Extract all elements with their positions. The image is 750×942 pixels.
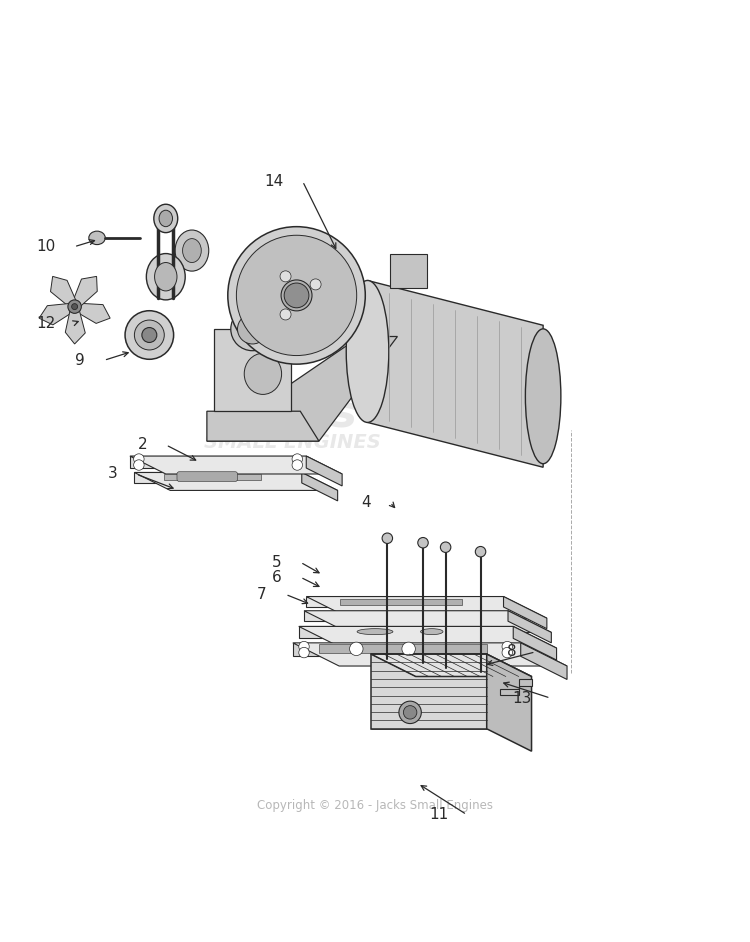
- Polygon shape: [340, 599, 463, 605]
- Polygon shape: [487, 654, 532, 751]
- Polygon shape: [292, 642, 567, 666]
- Circle shape: [72, 303, 77, 310]
- Polygon shape: [390, 254, 427, 287]
- Circle shape: [280, 271, 291, 282]
- Polygon shape: [513, 626, 556, 660]
- Circle shape: [476, 546, 486, 557]
- Ellipse shape: [346, 281, 388, 422]
- Text: ©: ©: [296, 420, 316, 439]
- Ellipse shape: [244, 353, 281, 395]
- Polygon shape: [130, 456, 306, 468]
- Polygon shape: [298, 626, 513, 639]
- Ellipse shape: [526, 329, 561, 463]
- Text: SMALL ENGINES: SMALL ENGINES: [205, 433, 381, 452]
- Polygon shape: [508, 610, 551, 642]
- Circle shape: [280, 309, 291, 320]
- Ellipse shape: [146, 253, 185, 300]
- Ellipse shape: [281, 280, 312, 311]
- Polygon shape: [304, 610, 551, 632]
- Polygon shape: [164, 474, 261, 480]
- Polygon shape: [371, 654, 532, 676]
- Ellipse shape: [88, 231, 105, 245]
- Circle shape: [134, 454, 144, 464]
- Polygon shape: [368, 281, 543, 467]
- Circle shape: [502, 642, 512, 652]
- Polygon shape: [319, 644, 487, 654]
- Polygon shape: [39, 303, 76, 325]
- Circle shape: [350, 642, 363, 656]
- Circle shape: [402, 642, 416, 656]
- Polygon shape: [130, 456, 342, 474]
- Circle shape: [298, 642, 309, 652]
- Polygon shape: [298, 626, 556, 648]
- Text: 4: 4: [362, 495, 371, 510]
- Text: 11: 11: [429, 807, 448, 822]
- Ellipse shape: [421, 628, 443, 635]
- Text: 2: 2: [137, 437, 147, 452]
- Ellipse shape: [399, 701, 422, 723]
- Text: 8: 8: [507, 644, 517, 659]
- Polygon shape: [71, 276, 98, 309]
- FancyBboxPatch shape: [177, 472, 238, 481]
- Circle shape: [142, 328, 157, 343]
- Circle shape: [382, 533, 392, 544]
- Ellipse shape: [357, 628, 393, 635]
- Ellipse shape: [231, 307, 274, 350]
- Circle shape: [292, 454, 302, 464]
- Circle shape: [298, 647, 309, 658]
- Text: 13: 13: [512, 690, 532, 706]
- Circle shape: [292, 460, 302, 470]
- Polygon shape: [302, 473, 338, 501]
- Polygon shape: [50, 276, 78, 309]
- Ellipse shape: [154, 263, 177, 291]
- Text: 7: 7: [257, 587, 267, 602]
- Ellipse shape: [159, 210, 172, 227]
- Polygon shape: [520, 642, 567, 679]
- Ellipse shape: [228, 227, 365, 365]
- Polygon shape: [65, 306, 86, 344]
- Polygon shape: [214, 329, 291, 412]
- Ellipse shape: [175, 230, 208, 271]
- Polygon shape: [134, 473, 338, 491]
- Polygon shape: [306, 596, 503, 607]
- Polygon shape: [292, 642, 520, 657]
- Ellipse shape: [182, 238, 201, 263]
- Polygon shape: [74, 303, 110, 323]
- Polygon shape: [306, 596, 547, 618]
- Ellipse shape: [134, 320, 164, 349]
- Polygon shape: [304, 610, 508, 621]
- Circle shape: [418, 538, 428, 548]
- Circle shape: [284, 283, 309, 308]
- Text: Jacks: Jacks: [228, 394, 357, 436]
- Polygon shape: [134, 473, 302, 483]
- Polygon shape: [500, 679, 532, 695]
- Ellipse shape: [238, 314, 268, 344]
- Polygon shape: [207, 336, 398, 441]
- Circle shape: [310, 279, 321, 290]
- Ellipse shape: [154, 204, 178, 233]
- Circle shape: [440, 542, 451, 552]
- Text: 5: 5: [272, 555, 281, 570]
- Text: 6: 6: [272, 570, 281, 585]
- Text: 3: 3: [107, 466, 117, 481]
- Ellipse shape: [404, 706, 417, 719]
- Text: 10: 10: [36, 239, 56, 254]
- Polygon shape: [503, 596, 547, 628]
- Circle shape: [68, 300, 81, 314]
- Ellipse shape: [236, 236, 357, 355]
- Text: 12: 12: [36, 316, 56, 331]
- Circle shape: [134, 460, 144, 470]
- Circle shape: [502, 647, 512, 658]
- Ellipse shape: [125, 311, 173, 359]
- Polygon shape: [371, 654, 487, 729]
- Text: Copyright © 2016 - Jacks Small Engines: Copyright © 2016 - Jacks Small Engines: [257, 799, 493, 812]
- Text: 14: 14: [265, 173, 284, 188]
- Polygon shape: [207, 412, 319, 441]
- Text: 9: 9: [75, 353, 85, 368]
- Polygon shape: [306, 456, 342, 486]
